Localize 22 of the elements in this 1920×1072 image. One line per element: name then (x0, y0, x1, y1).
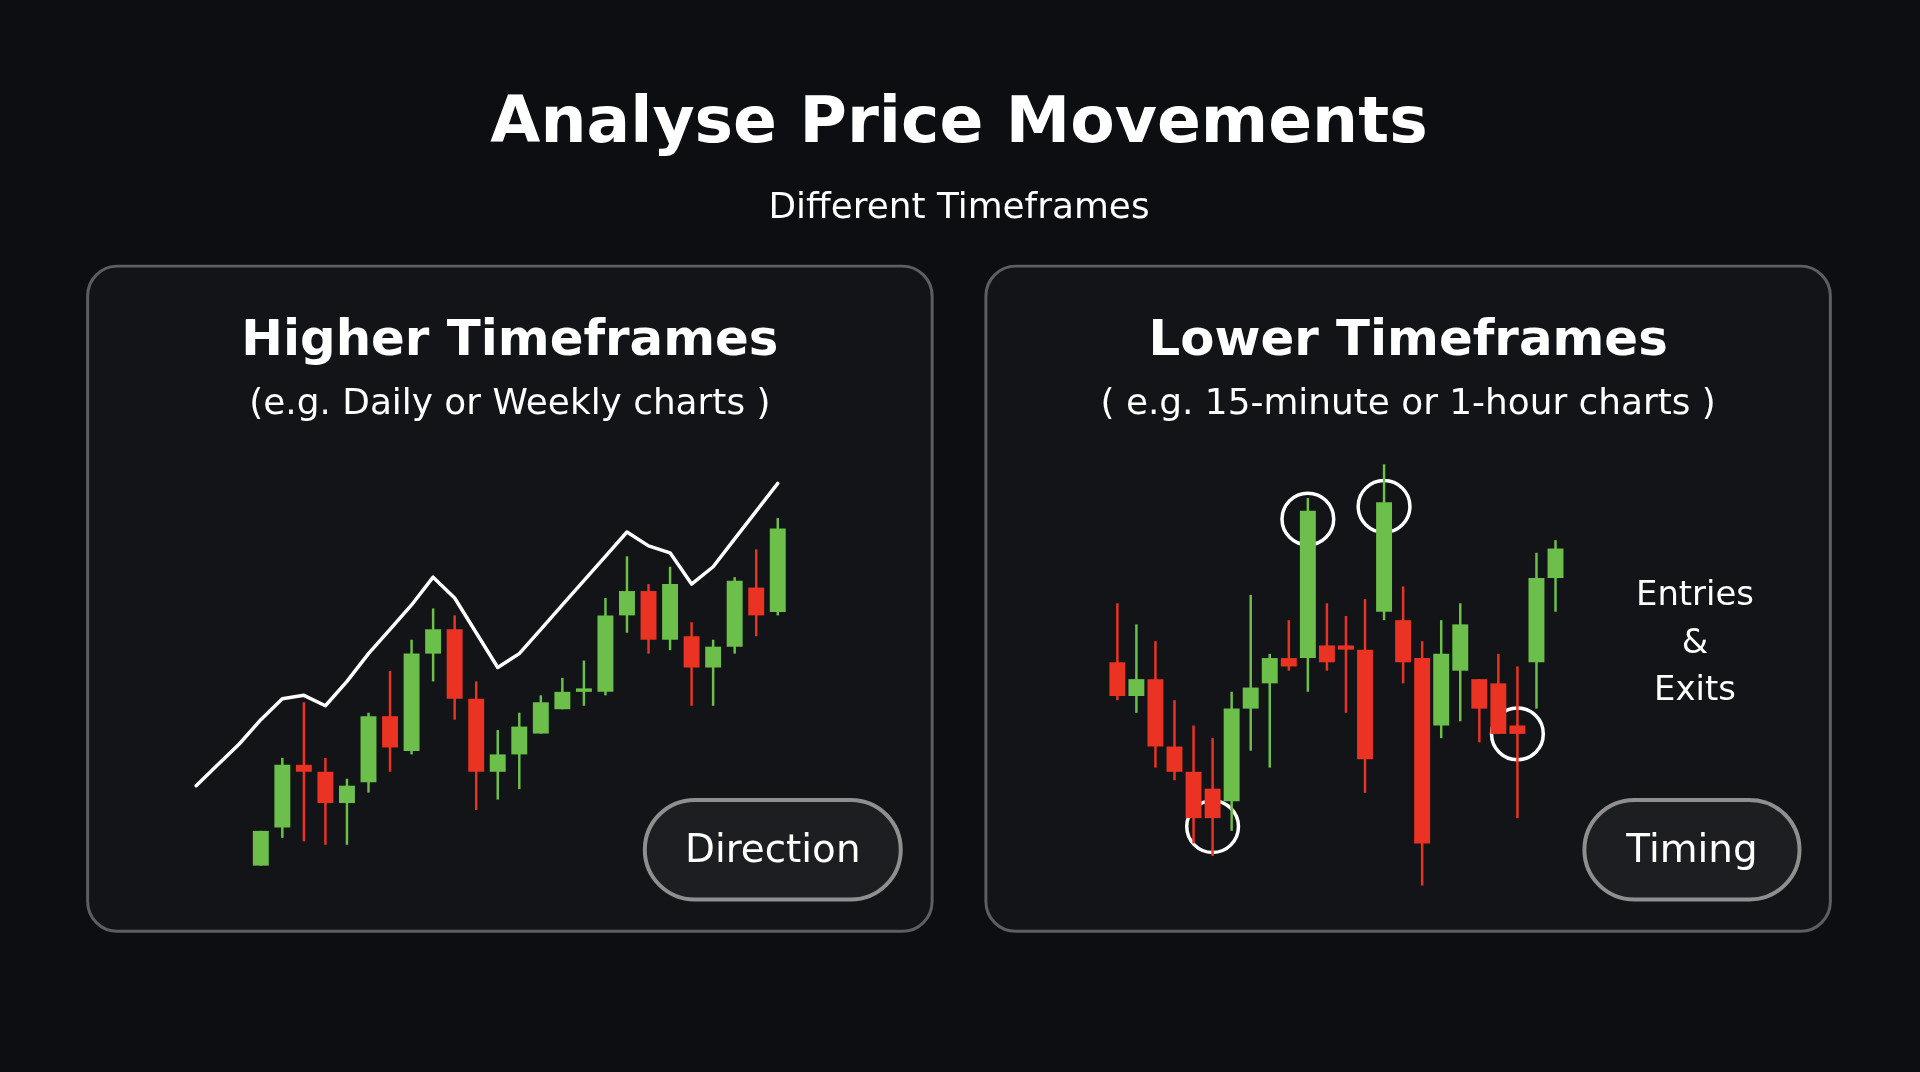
candlestick (575, 659, 592, 707)
candlestick (1242, 593, 1259, 752)
text: Timing (1625, 825, 1758, 871)
candlestick (1280, 618, 1297, 672)
candlestick (1509, 665, 1526, 820)
candlestick (489, 728, 506, 801)
text: Analyse Price Movements (490, 82, 1428, 158)
chart-subtitle: ( e.g. 15-minute or 1-hour charts ) (1100, 380, 1716, 422)
chart-title: Lower Timeframes (1148, 308, 1668, 367)
chart-title: Higher Timeframes (241, 308, 779, 367)
candlestick (1337, 614, 1354, 715)
candlestick (1318, 602, 1335, 672)
candlestick (1128, 623, 1145, 715)
text: Different Timeframes (768, 184, 1150, 226)
text: Entries & Exits (1636, 573, 1754, 709)
candlestick (705, 638, 722, 707)
chart-subtitle: (e.g. Daily or Weekly charts ) (249, 380, 771, 422)
candlestick (295, 701, 312, 843)
candlestick (554, 676, 571, 711)
annotation: Direction (685, 825, 861, 871)
candlestick (338, 777, 355, 847)
point (1280, 491, 1336, 547)
